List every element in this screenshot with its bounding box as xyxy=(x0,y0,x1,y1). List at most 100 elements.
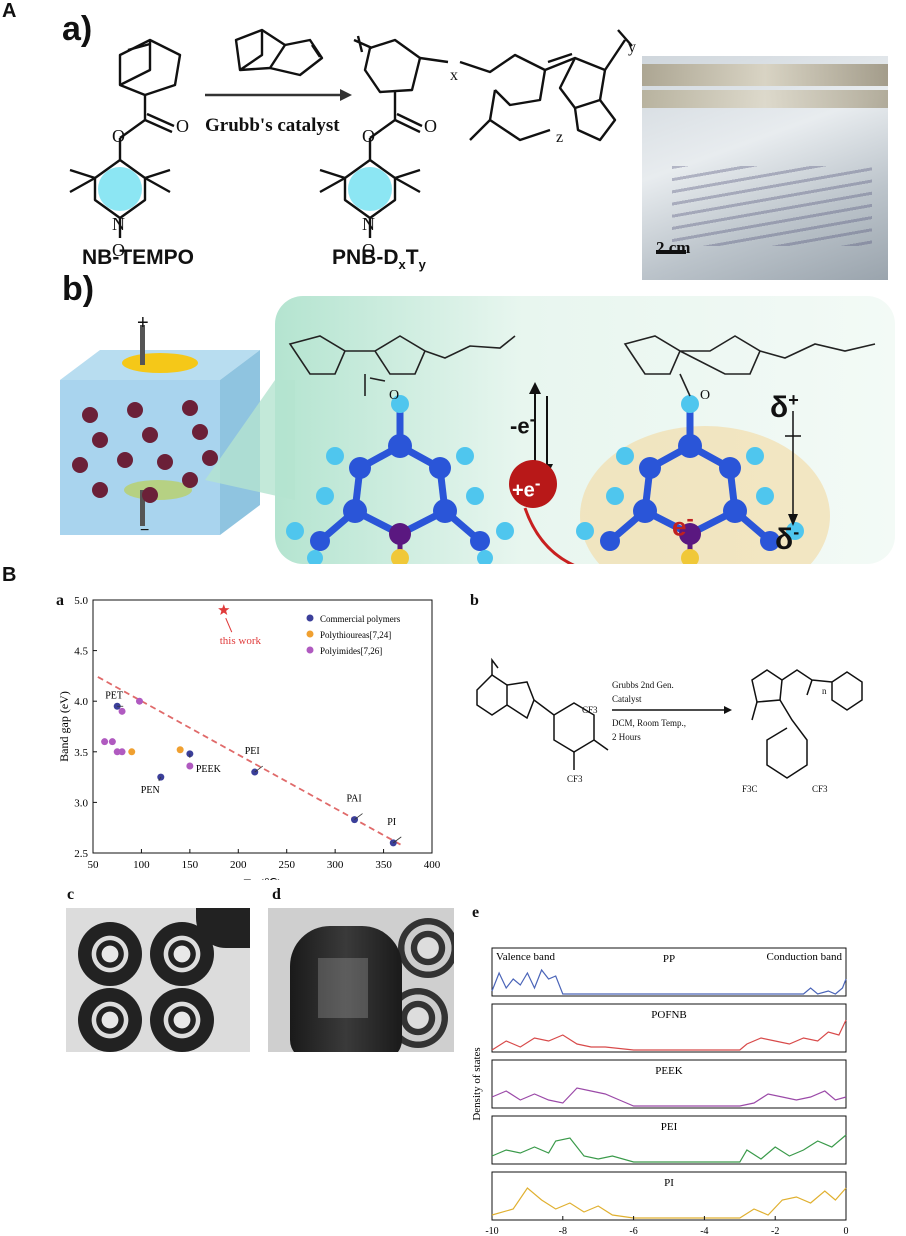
legend-marker xyxy=(306,630,314,638)
x-tick-label: 200 xyxy=(230,859,247,871)
subpanel-a-label: a) xyxy=(62,10,93,48)
dos-curve-pi xyxy=(491,1187,847,1219)
delta-minus: δ- xyxy=(775,522,800,556)
x-tick-label: 400 xyxy=(424,859,441,871)
bond-o-right: O xyxy=(700,388,710,403)
minus-e-label: -e- xyxy=(510,408,536,439)
point-label: PEEK xyxy=(196,764,222,775)
dos-curve-pofnb xyxy=(491,1019,847,1051)
scale-bar xyxy=(656,250,686,254)
dos-series-label: PP xyxy=(663,953,675,965)
dos-series-label: PEEK xyxy=(655,1065,683,1077)
x-tick-label: -2 xyxy=(771,1226,779,1236)
photo-c-printed-film xyxy=(66,908,250,1052)
scale-bar-label: 2 cm xyxy=(656,238,691,257)
scheme-n: n xyxy=(822,686,827,696)
x-tick-label: -10 xyxy=(485,1226,498,1236)
x-tick-label: 350 xyxy=(375,859,392,871)
subpanel-d: d xyxy=(272,886,281,903)
scheme-f3c: F3C xyxy=(742,784,758,794)
plot-frame xyxy=(92,599,433,854)
legend-marker xyxy=(306,614,314,622)
x-axis-label: Tg (℃) xyxy=(244,876,282,880)
reactant-name: NB-TEMPO xyxy=(82,246,194,269)
norbornene-ring xyxy=(118,38,182,97)
capacitor-cube xyxy=(60,325,260,535)
scheme-cond-3: DCM, Room Temp., xyxy=(612,718,686,728)
ester-o-2: O xyxy=(112,126,125,146)
data-point xyxy=(118,748,126,756)
point-label-leader xyxy=(254,765,263,773)
product-sub-y: y xyxy=(418,257,426,273)
data-point xyxy=(108,738,116,746)
scheme-cond-1: Grubbs 2nd Gen. xyxy=(612,680,674,690)
subpanel-b-label: b) xyxy=(62,270,95,308)
x-tick-label: 100 xyxy=(133,859,150,871)
data-point xyxy=(186,762,194,770)
product-name: PNB-DxTy xyxy=(332,246,426,272)
zoom-connector xyxy=(205,380,295,500)
valence-band-label: Valence band xyxy=(496,951,555,963)
scheme-cond-2: Catalyst xyxy=(612,694,642,704)
polymerization-scheme: O O N O O O N O x y z Grubb's catalyst xyxy=(69,28,636,260)
data-point xyxy=(101,738,109,746)
point-label: PET xyxy=(105,690,123,701)
dos-frame-pofnb xyxy=(491,1003,847,1053)
delta-plus-text: δ xyxy=(770,391,789,424)
dos-frame-pp xyxy=(491,947,847,997)
y-tick-label: 2.5 xyxy=(74,848,88,860)
dos-series-label: POFNB xyxy=(651,1009,686,1021)
point-label-leader xyxy=(354,813,363,820)
data-point xyxy=(157,773,165,781)
ester-o-4: O xyxy=(362,126,375,146)
point-label-leader xyxy=(393,836,402,844)
panel-label-a: A xyxy=(2,0,17,22)
nitrogen-2: N xyxy=(362,214,375,234)
delta-plus: δ+ xyxy=(770,390,799,424)
film-photo: 2 cm xyxy=(642,56,888,280)
y-tick-label: 3.0 xyxy=(74,797,88,809)
data-point xyxy=(128,748,136,756)
x-tick-label: 50 xyxy=(88,859,100,871)
product-name-t: T xyxy=(405,246,419,269)
electron-label: e- xyxy=(672,506,694,542)
point-label-leader xyxy=(158,776,162,782)
dos-series-label: PEI xyxy=(661,1121,678,1133)
scheme-cf3-top-left: CF3 xyxy=(582,705,598,715)
plus-terminal: + xyxy=(137,312,149,334)
y-axis-label: Band gap (eV) xyxy=(57,691,71,762)
y-tick-label: 4.5 xyxy=(74,646,88,658)
data-point xyxy=(176,746,184,754)
scheme-cf3-bottom-left: CF3 xyxy=(567,774,583,784)
x-tick-label: 250 xyxy=(278,859,295,871)
point-label: PI xyxy=(387,817,396,828)
nitroxide-o-1: O xyxy=(112,240,125,260)
index-x: x xyxy=(450,67,458,84)
x-tick-label: 0 xyxy=(844,1226,849,1236)
dos-series-label: PI xyxy=(664,1177,674,1189)
plus-e-text: +e xyxy=(512,479,535,502)
ester-o-1: O xyxy=(176,116,189,136)
panel-label-b: B xyxy=(2,564,17,586)
conduction-band-label: Conduction band xyxy=(767,951,843,963)
catalyst-label: Grubb's catalyst xyxy=(205,115,340,136)
y-axis-label: Density of states xyxy=(471,1047,483,1120)
dos-frame-pei xyxy=(491,1115,847,1165)
minus-terminal: − xyxy=(140,522,150,539)
this-work-leader xyxy=(225,617,233,633)
y-tick-label: 4.0 xyxy=(74,696,88,708)
y-tick-label: 3.5 xyxy=(74,747,88,759)
photo-d-gloved-hand xyxy=(268,908,454,1052)
panel-b: B a b c d e 50 100 150 200 250 300 350 400 2.5 3.… xyxy=(0,564,906,1236)
x-tick-label: -6 xyxy=(629,1226,637,1236)
nitrogen-1: N xyxy=(112,214,125,234)
legend-entry: Polyimides[7,26] xyxy=(320,646,382,656)
panel-a: A a) xyxy=(0,0,906,570)
scheme-cond-4: 2 Hours xyxy=(612,732,641,742)
delta-minus-text: δ xyxy=(775,523,794,556)
this-work-star xyxy=(218,604,230,615)
product-sub-x: x xyxy=(398,257,406,273)
x-tick-label: -4 xyxy=(700,1226,708,1236)
minus-e-text: -e xyxy=(510,413,530,439)
data-point xyxy=(135,697,143,705)
